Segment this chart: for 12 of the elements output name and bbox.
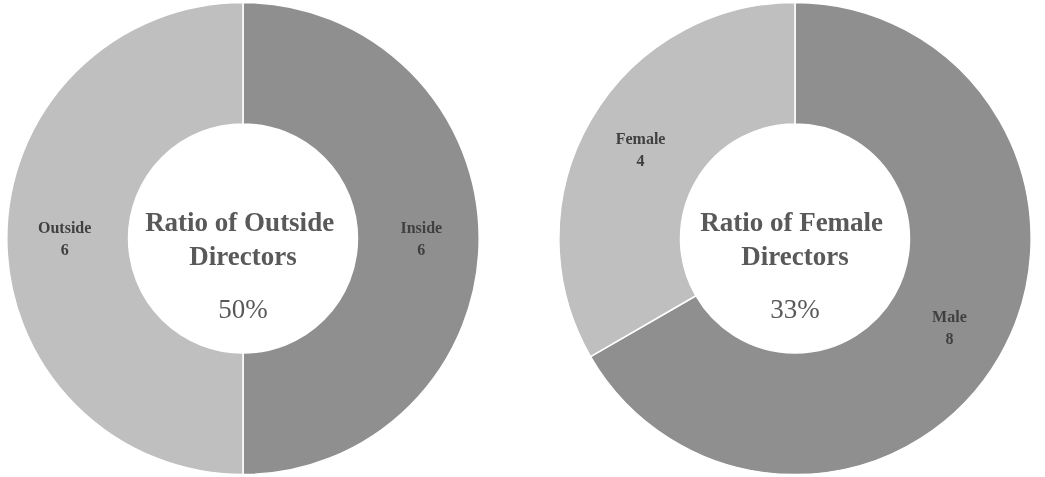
text: 33% [770,293,820,324]
data-label: 4 [636,151,645,169]
data-label: 6 [417,241,426,258]
text: Ratio of Female Directors [700,206,890,271]
data-label: 8 [945,330,954,348]
slice-label: Inside [400,219,443,236]
slice-label: Male [932,308,967,326]
slice-label: Outside [38,219,92,236]
slice-label: Female [615,129,666,147]
text: 50% [218,293,268,324]
data-label: 6 [60,241,69,258]
text: Ratio of Outside Directors [145,206,341,271]
